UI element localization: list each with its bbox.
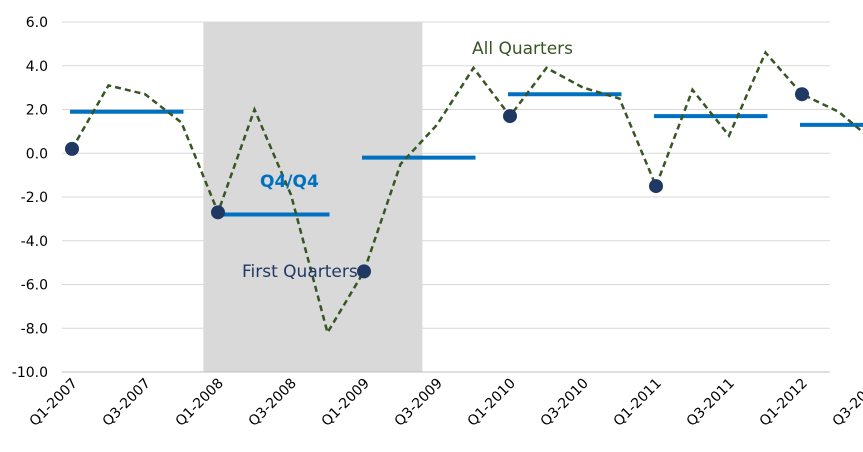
x-tick-label: Q3-2011: [684, 376, 738, 430]
y-tick-label: -6.0: [21, 278, 48, 294]
x-tick-label: Q1-2011: [611, 376, 665, 430]
annotation-first-quarters: First Quarters: [242, 262, 358, 282]
y-axis-tick-labels: 6.0 4.0 2.0 0.0 -2.0 -4.0 -6.0 -8.0 -10.0: [12, 15, 48, 381]
all-quarters-series-line: [70, 50, 863, 336]
annotation-q4q4: Q4/Q4: [260, 172, 319, 192]
y-tick-label: -2.0: [21, 190, 48, 206]
x-tick-label: Q1-2009: [319, 376, 373, 430]
first-quarter-marker: [503, 109, 517, 124]
first-quarters-markers: [65, 87, 809, 279]
first-quarter-marker: [211, 205, 225, 220]
all-quarters-line: [70, 50, 863, 336]
x-tick-label: Q3-2009: [392, 376, 446, 430]
x-tick-label: Q3-2010: [538, 376, 592, 430]
x-tick-label: Q1-2008: [173, 376, 227, 430]
q4q4-segments: [70, 92, 863, 217]
x-tick-label: Q1-2007: [27, 376, 81, 430]
first-quarter-marker: [65, 141, 79, 156]
x-tick-label: Q1-2010: [465, 376, 519, 430]
y-tick-label: 2.0: [26, 103, 48, 119]
series-annotations: All Quarters Q4/Q4 First Quarters: [242, 39, 573, 282]
x-tick-label: Q3-2007: [100, 376, 154, 430]
annotation-all-quarters: All Quarters: [472, 39, 573, 59]
y-tick-label: 0.0: [26, 146, 48, 162]
x-tick-label: Q1-2012: [757, 376, 811, 430]
x-tick-label: Q3-2012: [830, 376, 863, 430]
first-quarter-marker: [649, 179, 663, 194]
y-tick-label: -4.0: [21, 234, 48, 250]
y-tick-label: -8.0: [21, 321, 48, 337]
x-tick-label: Q3-2008: [246, 376, 300, 430]
y-tick-label: -10.0: [12, 365, 48, 381]
gridlines: [62, 21, 830, 373]
x-axis-tick-labels: Q1-2007 Q3-2007 Q1-2008 Q3-2008 Q1-2009 Q3-20…: [27, 376, 863, 430]
y-tick-label: 4.0: [26, 59, 48, 75]
first-quarter-marker: [357, 264, 371, 279]
first-quarter-marker: [795, 87, 809, 102]
y-tick-label: 6.0: [26, 15, 48, 31]
